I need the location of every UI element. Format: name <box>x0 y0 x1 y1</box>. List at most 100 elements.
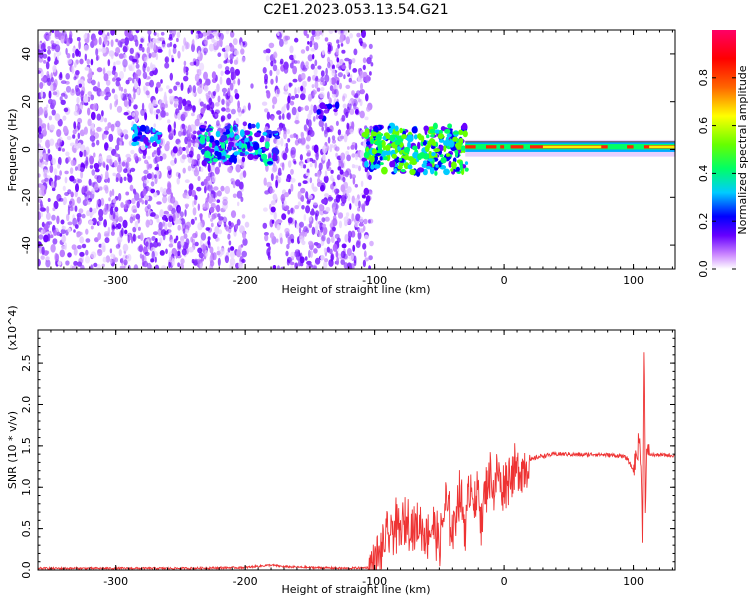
heatmap-cell <box>118 53 124 59</box>
heatmap-cell <box>115 144 120 151</box>
heatmap-cell <box>265 85 268 89</box>
heatmap-cell <box>148 102 153 111</box>
heatmap-cell <box>278 115 282 120</box>
heatmap-cell <box>64 176 68 184</box>
heatmap-cell <box>78 231 83 236</box>
heatmap-cell <box>448 160 452 168</box>
heatmap-cell <box>167 119 171 124</box>
heatmap-cell <box>167 182 172 189</box>
heatmap-cell <box>144 199 148 206</box>
heatmap-cell <box>129 47 134 55</box>
heatmap-cell <box>323 175 329 184</box>
heatmap-cell <box>324 193 329 198</box>
heatmap-cell <box>321 122 325 127</box>
heatmap-cell <box>102 133 107 139</box>
heatmap-cell <box>337 72 343 78</box>
heatmap-cell <box>63 107 69 113</box>
heatmap-cell <box>143 174 147 181</box>
heatmap-cell <box>285 178 290 182</box>
heatmap-cell <box>72 217 78 226</box>
heatmap-cell <box>247 102 251 111</box>
heatmap-cell <box>283 130 287 140</box>
heatmap-cell <box>235 223 239 230</box>
heatmap-cell <box>131 141 138 147</box>
heatmap-cell <box>277 167 282 176</box>
heatmap-cell <box>128 235 132 241</box>
heatmap-cell <box>115 38 119 43</box>
heatmap-cell <box>154 264 160 269</box>
figure-title: C2E1.2023.053.13.54.G21 <box>263 2 448 18</box>
heatmap-cell <box>241 56 246 63</box>
heatmap-cell <box>326 145 330 152</box>
heatmap-cell <box>53 52 57 59</box>
heatmap-cell <box>287 160 292 168</box>
heatmap-cell <box>324 258 329 263</box>
heatmap-cell <box>324 74 330 83</box>
heatmap-cell <box>338 220 343 229</box>
heatmap-cell <box>56 231 61 236</box>
heatmap-cell <box>149 70 154 77</box>
heatmap-cell <box>107 122 112 129</box>
heatmap-cell <box>203 85 209 92</box>
heatmap-cell <box>94 168 100 173</box>
heatmap-cell <box>47 122 50 131</box>
heatmap-cell <box>292 78 298 83</box>
heatmap-cell <box>277 219 283 224</box>
heatmap-cell <box>124 133 129 140</box>
heatmap-cell <box>270 206 276 213</box>
heatmap-cell <box>445 138 450 147</box>
heatmap-cell <box>56 138 62 147</box>
heatmap-cell <box>228 220 232 226</box>
heatmap-cell <box>322 153 326 161</box>
heatmap-cell <box>50 234 54 239</box>
heatmap-cell <box>284 227 290 234</box>
heatmap-cell <box>105 79 111 86</box>
heatmap-cell <box>290 146 296 155</box>
heatmap-cell <box>360 150 364 159</box>
heatmap-cell <box>226 101 230 110</box>
heatmap-cell <box>302 80 307 88</box>
heatmap-cell <box>305 191 309 199</box>
heatmap-cell <box>112 172 116 177</box>
heatmap-cell <box>227 166 233 173</box>
heatmap-cell <box>265 136 271 143</box>
heatmap-cell <box>364 167 368 173</box>
colorbar-tick-label: 0.6 <box>697 117 710 135</box>
heatmap-cell <box>212 252 217 261</box>
heatmap-cell <box>321 126 325 132</box>
heatmap-cell <box>99 91 105 97</box>
heatmap-cell <box>349 203 352 210</box>
heatmap-cell <box>315 213 318 221</box>
heatmap-cell <box>310 104 314 111</box>
heatmap-cell <box>239 152 244 156</box>
heatmap-cell <box>203 51 207 56</box>
heatmap-cell <box>304 256 308 261</box>
heatmap-cell <box>334 209 339 215</box>
heatmap-cell <box>109 190 112 198</box>
heatmap-cell <box>370 164 375 170</box>
heatmap-cell <box>50 83 54 92</box>
heatmap-cell <box>346 248 352 256</box>
heatmap-cell <box>250 83 254 89</box>
heatmap-cell <box>155 86 159 94</box>
heatmap-cell <box>51 157 56 165</box>
heatmap-cell <box>431 151 436 157</box>
heatmap-cell <box>339 34 344 44</box>
heatmap-cell <box>334 101 340 110</box>
heatmap-cell <box>191 105 196 112</box>
heatmap-cell <box>278 122 284 129</box>
heatmap-cell <box>311 226 316 235</box>
colorbar-tick-label: 0.8 <box>697 69 710 87</box>
heatmap-cell <box>299 235 304 243</box>
heatmap-cell <box>422 140 427 146</box>
heatmap-y-tick-label: -20 <box>20 188 33 206</box>
heatmap-cell <box>270 78 274 85</box>
heatmap-cell <box>96 199 100 205</box>
heatmap-cell <box>123 111 129 116</box>
heatmap-cell <box>241 258 246 264</box>
heatmap-cell <box>156 109 161 114</box>
heatmap-cell <box>147 155 151 160</box>
heatmap-cell <box>338 66 342 71</box>
heatmap-cell <box>204 146 211 151</box>
heatmap-cell <box>91 142 96 148</box>
